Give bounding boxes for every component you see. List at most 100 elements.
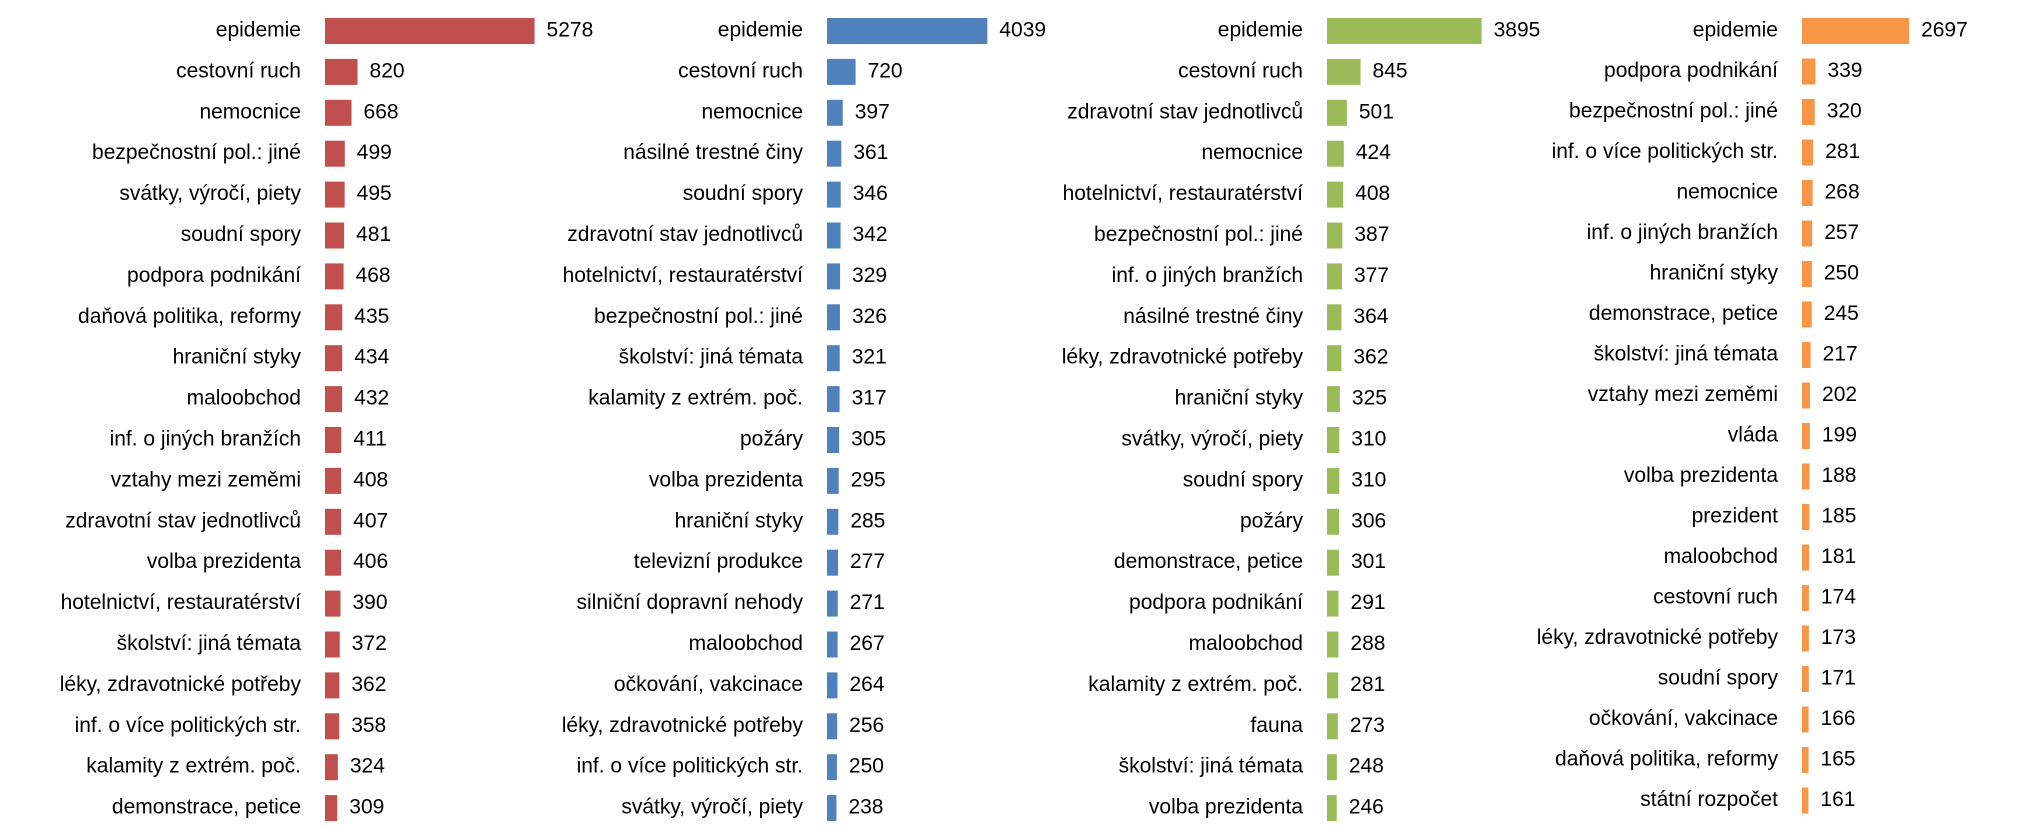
category-label: inf. o více politických str. xyxy=(577,755,803,778)
value-label: 372 xyxy=(352,632,387,655)
bar xyxy=(325,99,352,126)
bar xyxy=(1327,18,1482,44)
bar xyxy=(325,386,343,413)
category-label: volba prezidenta xyxy=(649,468,803,491)
category-label: hraniční styky xyxy=(1175,387,1304,410)
bar xyxy=(1802,787,1809,814)
category-label: hotelnictví, restauratérství xyxy=(61,591,302,614)
value-label: 306 xyxy=(1351,509,1386,532)
value-label: 188 xyxy=(1821,464,1856,487)
bar xyxy=(1327,140,1344,167)
value-label: 501 xyxy=(1359,100,1394,123)
value-label: 257 xyxy=(1824,221,1859,244)
bar xyxy=(1327,467,1340,494)
bar xyxy=(1327,345,1342,372)
value-label: 277 xyxy=(850,550,885,573)
bar xyxy=(1802,666,1809,692)
bar xyxy=(325,222,345,249)
value-label: 3895 xyxy=(1494,19,1541,42)
category-label: cestovní ruch xyxy=(1178,59,1303,82)
value-label: 4039 xyxy=(999,19,1046,42)
category-label: zdravotní stav jednotlivců xyxy=(1067,100,1303,123)
category-label: inf. o jiných branžích xyxy=(1112,264,1303,287)
value-label: 411 xyxy=(353,428,386,451)
category-label: soudní spory xyxy=(1658,667,1779,690)
bar xyxy=(1327,427,1340,453)
category-label: kalamity z extrém. poč. xyxy=(1088,673,1303,696)
category-label: inf. o jiných branžích xyxy=(110,428,301,451)
bar xyxy=(1802,504,1810,530)
bar xyxy=(1327,304,1342,331)
category-label: zdravotní stav jednotlivců xyxy=(567,223,803,246)
bar xyxy=(325,58,358,85)
value-label: 174 xyxy=(1821,586,1856,609)
value-label: 377 xyxy=(1354,264,1389,287)
bar xyxy=(1802,220,1813,247)
category-label: nemocnice xyxy=(199,100,301,123)
bar xyxy=(1327,795,1337,822)
category-label: soudní spory xyxy=(683,182,804,205)
category-label: státní rozpočet xyxy=(1640,788,1778,811)
value-label: 309 xyxy=(349,796,384,819)
category-label: školství: jiná témata xyxy=(1119,755,1304,778)
category-label: epidemie xyxy=(216,19,301,42)
bar xyxy=(325,508,342,535)
value-label: 432 xyxy=(354,387,389,410)
bar xyxy=(1802,58,1816,85)
value-label: 406 xyxy=(353,550,388,573)
bar xyxy=(1802,342,1811,368)
category-label: bezpečnostní pol.: jiné xyxy=(1569,100,1778,123)
category-label: hotelnictví, restauratérství xyxy=(563,264,804,287)
value-label: 435 xyxy=(354,305,389,328)
category-label: fauna xyxy=(1250,714,1303,737)
category-label: hraniční styky xyxy=(1650,262,1779,285)
bar xyxy=(827,427,840,453)
bar xyxy=(827,713,838,740)
bar xyxy=(1802,463,1810,490)
value-label: 310 xyxy=(1351,468,1386,491)
bar xyxy=(1327,99,1347,126)
bar xyxy=(827,304,840,331)
value-label: 339 xyxy=(1827,59,1862,82)
category-label: inf. o více politických str. xyxy=(75,714,301,737)
category-label: zdravotní stav jednotlivců xyxy=(65,509,301,532)
bar xyxy=(827,345,840,372)
bar xyxy=(827,140,842,167)
category-label: školství: jiná témata xyxy=(619,346,804,369)
value-label: 301 xyxy=(1351,550,1386,573)
bar xyxy=(325,713,340,740)
category-label: demonstrace, petice xyxy=(1114,550,1303,573)
bar xyxy=(827,386,840,413)
value-label: 346 xyxy=(853,182,888,205)
bar xyxy=(827,549,838,576)
value-label: 408 xyxy=(353,468,388,491)
bar xyxy=(827,508,839,535)
value-label: 324 xyxy=(350,755,385,778)
bar xyxy=(325,427,342,453)
value-label: 281 xyxy=(1825,140,1860,163)
value-label: 185 xyxy=(1821,505,1856,528)
value-label: 325 xyxy=(1352,387,1387,410)
category-label: bezpečnostní pol.: jiné xyxy=(1094,223,1303,246)
category-label: televizní produkce xyxy=(634,550,803,573)
value-label: 310 xyxy=(1351,428,1386,451)
category-label: nemocnice xyxy=(1676,181,1778,204)
value-label: 495 xyxy=(357,182,392,205)
bar xyxy=(1327,181,1344,208)
category-label: maloobchod xyxy=(689,632,803,655)
category-label: násilné trestné činy xyxy=(1123,305,1303,328)
bar xyxy=(1327,549,1339,576)
value-label: 362 xyxy=(1353,346,1388,369)
value-label: 267 xyxy=(850,632,885,655)
value-label: 264 xyxy=(849,673,884,696)
category-label: očkování, vakcinace xyxy=(614,673,803,696)
category-label: volba prezidenta xyxy=(1149,796,1303,819)
value-label: 181 xyxy=(1821,545,1856,568)
value-label: 387 xyxy=(1354,223,1389,246)
category-label: demonstrace, petice xyxy=(112,796,301,819)
category-label: svátky, výročí, piety xyxy=(119,182,301,205)
category-label: podpora podnikání xyxy=(1604,59,1778,82)
value-label: 407 xyxy=(353,509,388,532)
